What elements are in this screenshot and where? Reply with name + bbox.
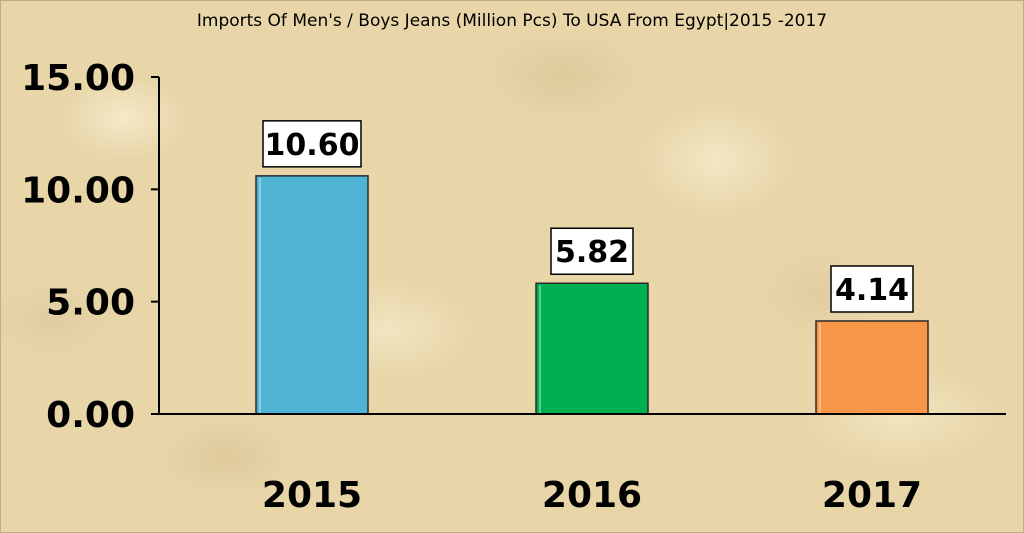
chart-title: Imports Of Men's / Boys Jeans (Million P… (196, 11, 828, 31)
y-tick-label: 5.00 (46, 283, 135, 324)
bar (815, 320, 929, 415)
data-label-box (262, 120, 362, 168)
data-label: 5.82 (555, 235, 629, 270)
bar (255, 175, 369, 415)
y-tick-label: 10.00 (21, 170, 135, 211)
data-label-box (830, 265, 914, 313)
x-tick-label: 2016 (542, 475, 642, 516)
data-label: 10.60 (265, 128, 360, 163)
bar (535, 282, 649, 415)
y-tick-label: 0.00 (46, 395, 135, 436)
y-tick-label: 15.00 (21, 58, 135, 99)
x-tick-label: 2017 (822, 475, 922, 516)
data-label: 4.14 (835, 273, 909, 308)
x-tick-label: 2015 (262, 475, 362, 516)
data-label-box (550, 227, 634, 275)
